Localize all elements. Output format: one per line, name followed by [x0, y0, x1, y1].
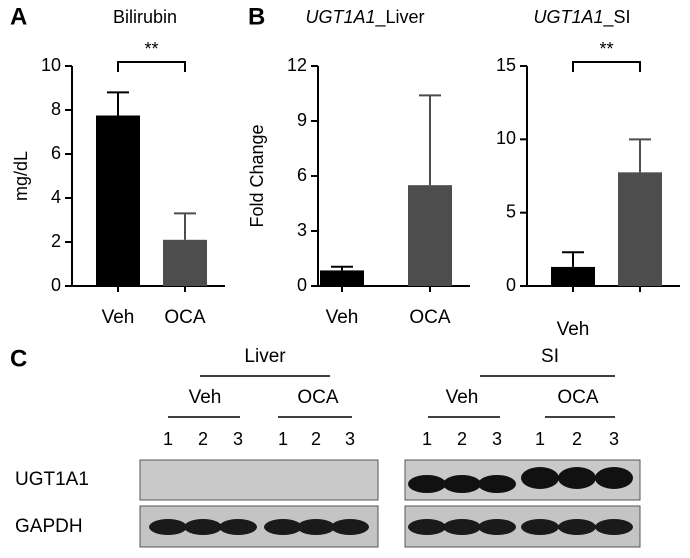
chart-title: Bilirubin — [113, 7, 177, 27]
y-tick-label: 10 — [41, 55, 61, 75]
group-label: Veh — [446, 387, 479, 408]
gapdh-band — [184, 519, 222, 535]
y-tick-label: 9 — [297, 110, 307, 130]
bar — [408, 185, 452, 286]
lane-label: 3 — [345, 429, 355, 449]
blot-box — [139, 459, 379, 501]
row-label: UGT1A1 — [15, 469, 89, 490]
significance-label: ** — [599, 39, 613, 59]
x-tick-label: Veh — [326, 307, 359, 328]
gapdh-band — [264, 519, 302, 535]
panel-label: A — [10, 3, 27, 30]
significance-label: ** — [144, 39, 158, 59]
x-tick-label: OCA — [409, 307, 451, 328]
gapdh-band — [595, 519, 633, 535]
gapdh-band — [331, 519, 369, 535]
y-tick-label: 8 — [51, 99, 61, 119]
y-tick-label: 4 — [51, 187, 61, 207]
y-tick-label: 3 — [297, 220, 307, 240]
panel-label: C — [10, 345, 27, 372]
y-tick-label: 6 — [51, 143, 61, 163]
x-tick-label: OCA — [164, 307, 206, 328]
significance-bracket — [117, 61, 186, 72]
title-part: UGT1A1 — [533, 7, 603, 27]
row-label: GAPDH — [15, 516, 83, 537]
x-tick-label: Veh — [557, 319, 590, 340]
y-axis-label: Fold Change — [247, 124, 267, 227]
ugt1a1-band — [558, 467, 596, 489]
lane-label: 2 — [198, 429, 208, 449]
lane-label: 3 — [609, 429, 619, 449]
tissue-label: Liver — [244, 346, 286, 367]
lane-label: 1 — [278, 429, 288, 449]
ugt1a1-band — [521, 467, 559, 489]
y-tick-label: 0 — [51, 275, 61, 295]
tissue-label: SI — [541, 346, 559, 367]
lane-label: 1 — [422, 429, 432, 449]
gapdh-band — [443, 519, 481, 535]
lane-label: 2 — [572, 429, 582, 449]
group-label: Veh — [189, 387, 222, 408]
lane-label: 1 — [535, 429, 545, 449]
gapdh-band — [297, 519, 335, 535]
bar — [96, 115, 140, 286]
group-label: OCA — [297, 387, 339, 408]
bar — [163, 239, 207, 286]
x-tick-label: Veh — [102, 307, 135, 328]
y-tick-label: 10 — [496, 128, 516, 148]
group-label: OCA — [557, 387, 599, 408]
y-tick-label: 15 — [496, 55, 516, 75]
bar — [320, 270, 364, 286]
y-tick-label: 6 — [297, 165, 307, 185]
chart-title: UGT1A1_Liver — [305, 7, 424, 28]
lane-label: 1 — [163, 429, 173, 449]
title-part: _SI — [603, 7, 631, 28]
lane-label: 2 — [457, 429, 467, 449]
lane-label: 3 — [492, 429, 502, 449]
panel-label: B — [248, 3, 265, 30]
ugt1a1-band — [595, 467, 633, 489]
y-axis-label: mg/dL — [11, 151, 31, 201]
y-tick-label: 12 — [287, 55, 307, 75]
lane-label: 3 — [233, 429, 243, 449]
chart-title: UGT1A1_SI — [533, 7, 630, 28]
y-tick-label: 5 — [506, 201, 516, 221]
title-part: _Liver — [375, 7, 425, 28]
lane-label: 2 — [311, 429, 321, 449]
y-tick-label: 0 — [506, 275, 516, 295]
significance-bracket — [572, 61, 641, 72]
gapdh-band — [558, 519, 596, 535]
gapdh-band — [149, 519, 187, 535]
gapdh-band — [521, 519, 559, 535]
y-tick-label: 0 — [297, 275, 307, 295]
gapdh-band — [408, 519, 446, 535]
ugt1a1-band — [408, 475, 446, 493]
gapdh-band — [219, 519, 257, 535]
ugt1a1-band — [443, 475, 481, 493]
title-part: UGT1A1 — [305, 7, 375, 27]
title-part: Bilirubin — [113, 7, 177, 27]
y-tick-label: 2 — [51, 231, 61, 251]
bar — [551, 266, 595, 286]
bar — [618, 172, 662, 286]
ugt1a1-band — [478, 475, 516, 493]
gapdh-band — [478, 519, 516, 535]
